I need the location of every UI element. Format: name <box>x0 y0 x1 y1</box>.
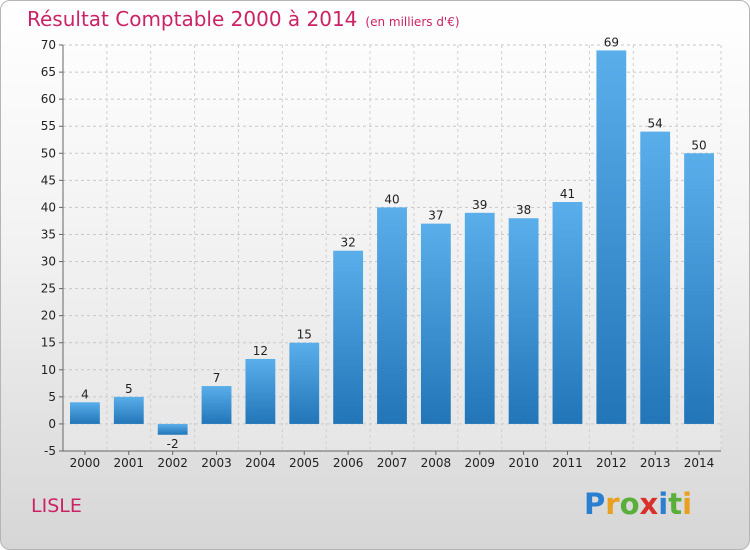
data-label-2010: 38 <box>516 203 531 217</box>
data-label-2013: 54 <box>648 117 663 131</box>
logo-letter: x <box>639 487 659 521</box>
y-tick-label: 65 <box>41 65 56 79</box>
x-tick-label-2013: 2013 <box>640 456 671 470</box>
bar-2011 <box>552 201 583 424</box>
x-tick-label-2001: 2001 <box>114 456 145 470</box>
data-label-2001: 5 <box>125 382 133 396</box>
bar-2014 <box>684 153 714 424</box>
data-label-2008: 37 <box>428 209 443 223</box>
x-tick-label-2007: 2007 <box>377 456 408 470</box>
data-label-2003: 7 <box>213 371 221 385</box>
data-label-2000: 4 <box>81 387 89 401</box>
bar-2003 <box>201 386 232 424</box>
data-label-2011: 41 <box>560 187 575 201</box>
y-tick-label: 5 <box>48 390 56 404</box>
bar-2007 <box>377 207 407 424</box>
bars <box>70 50 714 435</box>
logo-letter: o <box>619 487 640 521</box>
chart-title-text: Résultat Comptable 2000 à 2014 <box>27 7 358 31</box>
logo-letter: r <box>605 487 620 521</box>
bar-2005 <box>289 342 320 424</box>
bar-2012 <box>596 50 627 424</box>
y-tick-label: 10 <box>41 363 56 377</box>
data-label-2014: 50 <box>691 138 706 152</box>
y-tick-label: 25 <box>41 282 56 296</box>
bar-2013 <box>640 131 671 424</box>
bar-2002 <box>157 423 188 435</box>
x-tick-label-2000: 2000 <box>70 456 101 470</box>
x-tick-label-2005: 2005 <box>289 456 320 470</box>
bar-2000 <box>70 402 100 424</box>
logo-letter: P <box>584 487 606 521</box>
y-tick-label: 40 <box>41 200 56 214</box>
chart-title: Résultat Comptable 2000 à 2014 (en millie… <box>27 7 460 31</box>
bar-2001 <box>113 396 144 424</box>
data-label-2012: 69 <box>604 35 619 49</box>
proxiti-logo: Proxiti <box>584 487 692 521</box>
data-label-2002: -2 <box>167 437 179 451</box>
data-label-2006: 32 <box>340 236 355 250</box>
x-tick-label-2012: 2012 <box>596 456 627 470</box>
y-tick-label: 50 <box>41 146 56 160</box>
y-tick-label: -5 <box>44 444 56 458</box>
x-tick-label-2006: 2006 <box>333 456 364 470</box>
x-tick-label-2010: 2010 <box>508 456 539 470</box>
bar-2004 <box>245 358 276 424</box>
y-tick-label: 0 <box>48 417 56 431</box>
x-tick-label-2009: 2009 <box>464 456 495 470</box>
place-name: LISLE <box>31 495 82 517</box>
data-label-2005: 15 <box>297 328 312 342</box>
x-tick-label-2003: 2003 <box>201 456 232 470</box>
logo-letter: i <box>658 487 669 521</box>
bar-2009 <box>464 212 495 424</box>
bar-2006 <box>333 250 364 424</box>
x-tick-label-2008: 2008 <box>421 456 452 470</box>
x-tick-label-2011: 2011 <box>552 456 583 470</box>
chart-subtitle: (en milliers d'€) <box>365 15 460 29</box>
data-labels: 4 5 -2 7 12 15 32 40 37 39 38 41 69 54 50 <box>81 35 707 450</box>
bar-2008 <box>420 223 451 424</box>
y-tick-label: 45 <box>41 173 56 187</box>
y-tick-label: 15 <box>41 336 56 350</box>
y-tick-label: 70 <box>41 38 56 52</box>
y-tick-label: 20 <box>41 309 56 323</box>
data-label-2009: 39 <box>472 198 487 212</box>
logo-letter: t <box>668 487 683 521</box>
logo-letter: i <box>682 487 693 521</box>
data-label-2007: 40 <box>384 192 399 206</box>
bar-2010 <box>508 218 539 424</box>
x-tick-label-2014: 2014 <box>684 456 715 470</box>
y-tick-label: 35 <box>41 227 56 241</box>
y-tick-label: 55 <box>41 119 56 133</box>
y-tick-label: 30 <box>41 255 56 269</box>
x-tick-label-2002: 2002 <box>157 456 188 470</box>
y-tick-label: 60 <box>41 92 56 106</box>
data-label-2004: 12 <box>253 344 268 358</box>
x-tick-label-2004: 2004 <box>245 456 276 470</box>
